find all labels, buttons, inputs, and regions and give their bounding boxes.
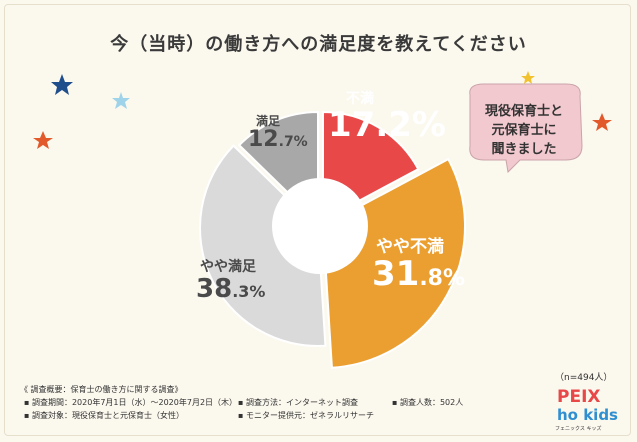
footer-count: ▪ 調査人数：502人 — [392, 398, 464, 407]
logo-bottom: ho kids — [557, 406, 618, 424]
slice-value: 38.3% — [196, 274, 266, 304]
note-line: 元保育士に — [491, 123, 557, 138]
star-icon — [592, 113, 612, 131]
logo-top: PEIX — [557, 387, 601, 407]
slice-label-yaya-manzoku: やや満足 38.3% — [196, 256, 265, 302]
slice-label-yaya-fuman: やや不満 31.8% — [372, 232, 465, 291]
star-icon — [521, 71, 535, 84]
slice-label-fuman: 不満 17.2% — [328, 88, 446, 142]
footer-target: ▪ 調査対象：現役保育士と元保育士（女性） — [24, 411, 184, 420]
footer-period: ▪ 調査期間：2020年7月1日（水）〜2020年7月2日（木） — [24, 398, 238, 407]
slice-label-manzoku: 満足 12.7% — [248, 112, 308, 151]
logo-sub: フェニックス キッズ — [555, 425, 601, 432]
star-icon — [51, 74, 73, 95]
note-line: 聞きました — [491, 142, 557, 157]
slice-name: 不満 — [346, 91, 374, 107]
note-bubble-text: 現役保育士と 元保育士に 聞きました — [472, 102, 576, 159]
speech-bubble-icon — [469, 83, 583, 174]
slice-value: 12.7% — [248, 127, 308, 152]
star-icon — [33, 131, 53, 149]
slice-value: 17.2% — [328, 105, 446, 145]
note-line: 現役保育士と — [484, 104, 563, 119]
donut-hole — [272, 178, 368, 274]
chart-title: 今（当時）の働き方への満足度を教えてください — [110, 34, 527, 55]
footer-provider: ▪ モニター提供元：ゼネラルリサーチ — [238, 411, 374, 420]
star-icon — [112, 92, 130, 109]
footer-method: ▪ 調査方法：インターネット調査 — [238, 398, 358, 407]
slice-name: 満足 — [256, 114, 281, 128]
footer-heading: 《 調査概要：保育士の働き方に関する調査》 — [20, 385, 183, 394]
slice-value: 31.8% — [372, 254, 466, 294]
sample-size: （n=494人） — [555, 373, 613, 383]
logo-icon: PEIX ho kids フェニックス キッズ — [555, 387, 618, 432]
slice-name: やや不満 — [376, 237, 444, 257]
slice-name: やや満足 — [200, 259, 256, 275]
pie-slice — [199, 144, 327, 347]
